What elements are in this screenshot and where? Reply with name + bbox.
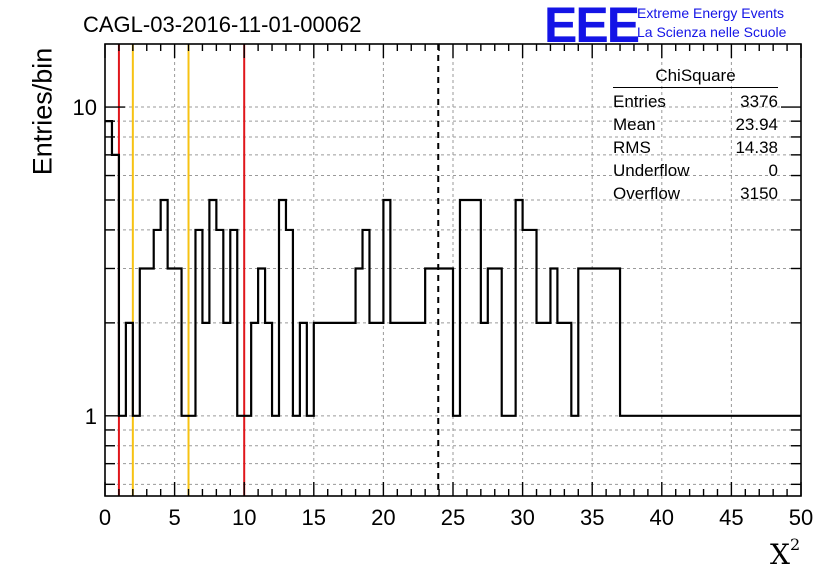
chart-title: CAGL-03-2016-11-01-00062 [83, 12, 362, 37]
stats-title: ChiSquare [613, 66, 778, 88]
stats-value: 14.38 [735, 138, 778, 157]
stats-label: Underflow [613, 161, 690, 180]
axis-ticks [104, 44, 802, 496]
logo-line-2: La Scienza nelle Scuole [637, 24, 787, 40]
stats-label: RMS [613, 138, 651, 157]
eee-logo-text: Extreme Energy Events La Scienza nelle S… [637, 4, 786, 42]
stats-row-overflow: Overflow 3150 [613, 182, 778, 205]
x-tick-label: 50 [789, 505, 813, 530]
stats-row-rms: RMS 14.38 [613, 136, 778, 159]
stats-row-mean: Mean 23.94 [613, 113, 778, 136]
y-tick-label: 1 [85, 404, 97, 429]
stats-value: 3376 [740, 92, 778, 111]
logo-line-1: Extreme Energy Events [637, 5, 785, 21]
stats-value: 3150 [740, 184, 778, 203]
stats-box: ChiSquare Entries 3376 Mean 23.94 RMS 14… [613, 66, 778, 205]
x-tick-label: 35 [580, 505, 604, 530]
x-tick-label: 15 [302, 505, 326, 530]
x-tick-label: 25 [441, 505, 465, 530]
y-tick-label: 10 [73, 95, 97, 120]
histogram-series [105, 120, 801, 417]
x-tick-label: 5 [168, 505, 180, 530]
x-tick-label: 30 [510, 505, 534, 530]
x-tick-label: 45 [719, 505, 743, 530]
y-axis-label: Entries/bin [27, 47, 58, 176]
stats-label: Overflow [613, 184, 681, 203]
stats-value: 23.94 [735, 115, 778, 134]
eee-logo: EEE [544, 0, 640, 53]
x-axis-label-base: X [770, 538, 790, 571]
x-tick-label: 10 [232, 505, 256, 530]
x-tick-label: 0 [99, 505, 111, 530]
tick-labels: 0 5 10 15 20 25 30 35 40 45 50 1 10 [73, 95, 814, 530]
x-tick-label: 20 [371, 505, 395, 530]
stats-value: 0 [768, 161, 778, 180]
x-axis-label: X2 [770, 534, 801, 571]
x-axis-label-sup: 2 [789, 534, 801, 554]
stats-label: Entries [613, 92, 666, 111]
stats-row-underflow: Underflow 0 [613, 159, 778, 182]
stats-label: Mean [613, 115, 656, 134]
stats-row-entries: Entries 3376 [613, 90, 778, 113]
x-tick-label: 40 [650, 505, 674, 530]
